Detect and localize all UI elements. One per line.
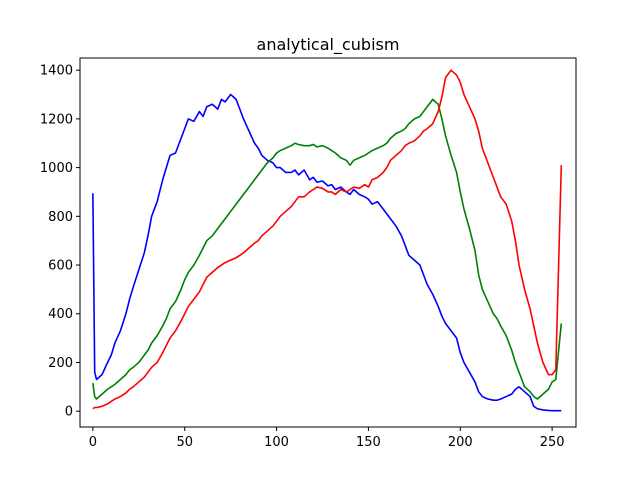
y-axis-ticks: 0 200 400 600 800 1000 1200 1400 bbox=[40, 64, 80, 420]
plot-frame bbox=[79, 57, 577, 428]
plot-lines bbox=[92, 69, 563, 412]
axes-frame bbox=[79, 57, 577, 428]
x-tick-label: 100 bbox=[264, 435, 289, 450]
y-tick-label: 200 bbox=[48, 356, 73, 371]
x-tick-label: 200 bbox=[448, 435, 473, 450]
y-tick-label: 600 bbox=[48, 259, 73, 274]
x-tick-label: 50 bbox=[176, 435, 193, 450]
x-tick-label: 150 bbox=[356, 435, 381, 450]
x-tick-label: 250 bbox=[540, 435, 565, 450]
chart-title: analytical_cubism bbox=[257, 35, 400, 55]
y-tick-label: 0 bbox=[65, 405, 73, 420]
series-line-1 bbox=[92, 98, 563, 400]
y-tick-label: 1000 bbox=[40, 161, 73, 176]
x-tick-label: 0 bbox=[89, 435, 97, 450]
y-tick-label: 400 bbox=[48, 307, 73, 322]
y-tick-label: 1200 bbox=[40, 112, 73, 127]
series-line-2 bbox=[92, 69, 563, 410]
y-tick-label: 1400 bbox=[40, 64, 73, 79]
y-tick-label: 800 bbox=[48, 210, 73, 225]
x-axis-ticks: 0 50 100 150 200 250 bbox=[89, 427, 565, 450]
series-line-0 bbox=[92, 93, 562, 412]
